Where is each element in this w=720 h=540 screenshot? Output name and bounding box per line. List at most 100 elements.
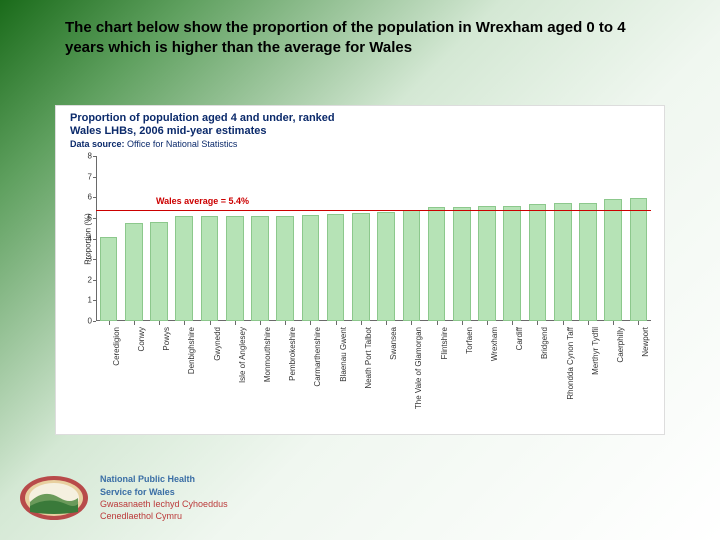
bar — [554, 203, 572, 321]
y-tick-label: 1 — [88, 296, 92, 305]
footer-logo: National Public Health Service for Wales… — [18, 473, 228, 522]
x-tick-label: Pembrokeshire — [288, 327, 297, 381]
chart-plot-area: Proportion (%) 012345678CeredigionConwyP… — [96, 156, 651, 321]
bar — [453, 207, 471, 321]
chart-title-line2: Wales LHBs, 2006 mid-year estimates — [70, 125, 266, 137]
bar — [100, 237, 118, 321]
x-tick-mark — [386, 321, 387, 325]
x-tick-mark — [134, 321, 135, 325]
y-tick-mark — [93, 300, 96, 301]
x-tick-mark — [336, 321, 337, 325]
bar — [251, 216, 269, 321]
y-tick-mark — [93, 259, 96, 260]
x-tick-mark — [537, 321, 538, 325]
y-tick-mark — [93, 280, 96, 281]
org-name-en-2: Service for Wales — [100, 486, 228, 498]
bar — [226, 216, 244, 321]
x-tick-mark — [487, 321, 488, 325]
x-tick-mark — [613, 321, 614, 325]
x-tick-label: Ceredigion — [112, 327, 121, 366]
bar — [630, 198, 648, 321]
bar — [503, 206, 521, 322]
y-tick-label: 3 — [88, 255, 92, 264]
x-tick-label: Merthyr Tydfil — [591, 327, 600, 375]
x-tick-label: Flintshire — [440, 327, 449, 359]
y-tick-label: 0 — [88, 317, 92, 326]
average-label: Wales average = 5.4% — [156, 196, 249, 206]
y-tick-label: 7 — [88, 172, 92, 181]
org-name-cy-1: Gwasanaeth Iechyd Cyhoeddus — [100, 498, 228, 510]
x-tick-label: Bridgend — [540, 327, 549, 359]
chart-subtitle: Data source: Office for National Statist… — [70, 139, 237, 149]
x-tick-mark — [235, 321, 236, 325]
bar — [529, 204, 547, 321]
x-tick-label: Torfaen — [465, 327, 474, 354]
bar — [150, 222, 168, 321]
bar — [327, 214, 345, 321]
chart-title-line1: Proportion of population aged 4 and unde… — [70, 112, 335, 124]
x-tick-label: Blaenau Gwent — [339, 327, 348, 382]
x-tick-mark — [462, 321, 463, 325]
y-tick-label: 8 — [88, 152, 92, 161]
x-tick-label: Rhondda Cynon Taff — [566, 327, 575, 400]
y-tick-label: 4 — [88, 234, 92, 243]
y-tick-mark — [93, 321, 96, 322]
bar — [352, 213, 370, 321]
x-tick-mark — [285, 321, 286, 325]
x-tick-mark — [210, 321, 211, 325]
x-tick-label: The Vale of Glamorgan — [414, 327, 423, 409]
bar — [175, 216, 193, 321]
y-axis-line — [96, 156, 97, 321]
x-tick-label: Denbighshire — [187, 327, 196, 374]
x-tick-mark — [361, 321, 362, 325]
x-tick-mark — [588, 321, 589, 325]
bar — [604, 199, 622, 321]
bar — [403, 210, 421, 321]
x-tick-label: Cardiff — [515, 327, 524, 350]
bar — [201, 216, 219, 321]
y-tick-mark — [93, 239, 96, 240]
x-tick-label: Wrexham — [490, 327, 499, 361]
chart-subtitle-label: Data source: — [70, 139, 125, 149]
x-tick-label: Conwy — [137, 327, 146, 351]
y-tick-label: 2 — [88, 275, 92, 284]
y-tick-label: 5 — [88, 213, 92, 222]
x-tick-label: Powys — [162, 327, 171, 351]
slide-title: The chart below show the proportion of t… — [65, 18, 645, 57]
x-tick-mark — [260, 321, 261, 325]
bar — [428, 207, 446, 321]
x-tick-mark — [512, 321, 513, 325]
average-line — [96, 210, 651, 212]
bar — [377, 212, 395, 321]
bar — [579, 203, 597, 321]
x-tick-mark — [310, 321, 311, 325]
x-tick-mark — [159, 321, 160, 325]
y-tick-mark — [93, 197, 96, 198]
bar — [302, 215, 320, 321]
logo-icon — [18, 474, 90, 522]
x-tick-label: Neath Port Talbot — [364, 327, 373, 389]
y-tick-mark — [93, 156, 96, 157]
x-tick-label: Isle of Anglesey — [238, 327, 247, 383]
org-name-cy-2: Cenedlaethol Cymru — [100, 510, 228, 522]
x-tick-mark — [638, 321, 639, 325]
x-tick-mark — [411, 321, 412, 325]
y-tick-label: 6 — [88, 193, 92, 202]
x-tick-label: Swansea — [389, 327, 398, 360]
x-tick-label: Monmouthshire — [263, 327, 272, 382]
y-tick-mark — [93, 177, 96, 178]
org-name-en-1: National Public Health — [100, 473, 228, 485]
x-tick-mark — [184, 321, 185, 325]
x-tick-mark — [563, 321, 564, 325]
y-tick-mark — [93, 218, 96, 219]
x-tick-mark — [437, 321, 438, 325]
bar — [125, 223, 143, 321]
bar — [478, 206, 496, 322]
chart-subtitle-value: Office for National Statistics — [127, 139, 237, 149]
bar — [276, 216, 294, 321]
x-tick-label: Newport — [641, 327, 650, 357]
logo-text: National Public Health Service for Wales… — [100, 473, 228, 522]
x-tick-label: Gwynedd — [213, 327, 222, 361]
x-tick-mark — [109, 321, 110, 325]
x-tick-label: Caerphilly — [616, 327, 625, 363]
